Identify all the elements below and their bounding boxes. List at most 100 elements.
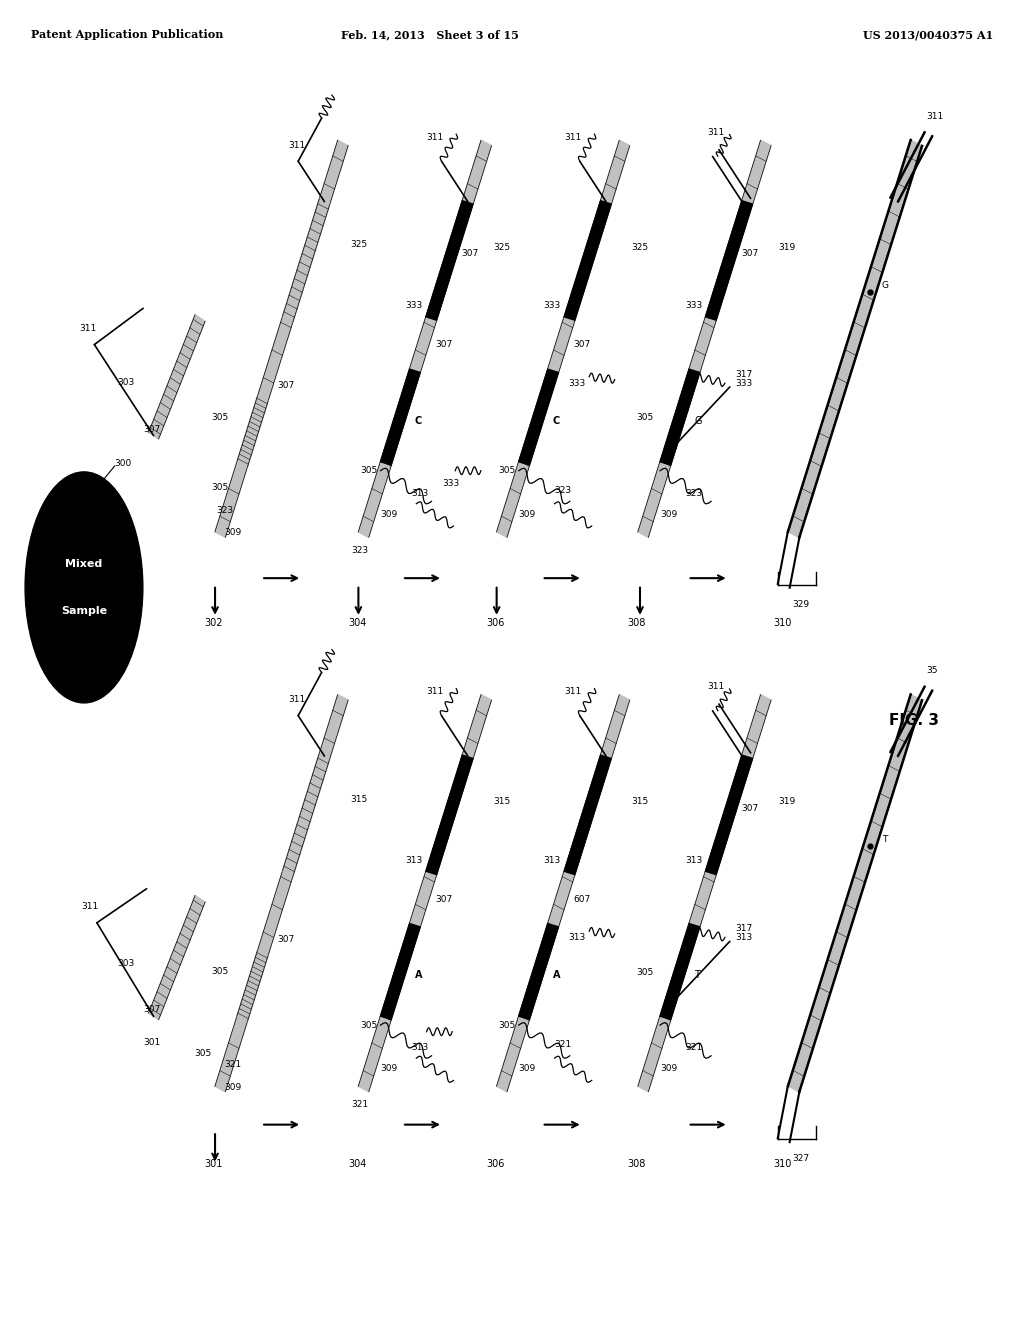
Text: 308: 308 bbox=[628, 1159, 646, 1170]
Text: 301: 301 bbox=[143, 1039, 161, 1047]
Text: T: T bbox=[694, 970, 700, 981]
Polygon shape bbox=[237, 396, 268, 467]
Text: 310: 310 bbox=[773, 618, 792, 628]
Text: 306: 306 bbox=[486, 1159, 505, 1170]
Text: 309: 309 bbox=[519, 1064, 536, 1073]
Text: Sample: Sample bbox=[60, 606, 108, 616]
Text: 333: 333 bbox=[442, 479, 459, 488]
Text: Patent Application Publication: Patent Application Publication bbox=[31, 29, 223, 40]
Text: 325: 325 bbox=[350, 240, 368, 249]
Text: 304: 304 bbox=[348, 618, 367, 628]
Text: 305: 305 bbox=[637, 413, 653, 422]
Polygon shape bbox=[148, 314, 205, 438]
Text: 313: 313 bbox=[406, 855, 423, 865]
Text: T: T bbox=[882, 836, 888, 843]
Polygon shape bbox=[497, 140, 630, 537]
Text: 305: 305 bbox=[195, 1049, 212, 1059]
Text: 303: 303 bbox=[118, 960, 135, 968]
Text: 311: 311 bbox=[564, 133, 582, 143]
Polygon shape bbox=[283, 199, 330, 322]
Text: 325: 325 bbox=[632, 243, 649, 252]
Text: 321: 321 bbox=[686, 1043, 702, 1052]
Polygon shape bbox=[497, 694, 630, 1092]
Text: 300: 300 bbox=[115, 459, 132, 467]
Text: 309: 309 bbox=[660, 1064, 677, 1073]
Polygon shape bbox=[237, 950, 268, 1022]
Text: 315: 315 bbox=[494, 797, 511, 807]
Text: 311: 311 bbox=[288, 696, 305, 705]
Text: 304: 304 bbox=[348, 1159, 367, 1170]
Text: C: C bbox=[553, 416, 560, 426]
Polygon shape bbox=[358, 140, 492, 537]
Text: 311: 311 bbox=[708, 682, 725, 692]
Text: 307: 307 bbox=[741, 804, 759, 813]
Text: 333: 333 bbox=[568, 379, 586, 388]
Text: 315: 315 bbox=[350, 795, 368, 804]
Text: 301: 301 bbox=[205, 1159, 223, 1170]
Text: Feb. 14, 2013   Sheet 3 of 15: Feb. 14, 2013 Sheet 3 of 15 bbox=[341, 29, 519, 40]
Polygon shape bbox=[358, 694, 492, 1092]
Text: 321: 321 bbox=[555, 1040, 571, 1049]
Text: 307: 307 bbox=[435, 341, 453, 350]
Text: 311: 311 bbox=[426, 133, 443, 143]
Text: 309: 309 bbox=[381, 510, 397, 519]
Text: 307: 307 bbox=[143, 1006, 161, 1014]
Text: 305: 305 bbox=[212, 968, 228, 975]
Text: 325: 325 bbox=[494, 243, 511, 252]
Polygon shape bbox=[788, 694, 922, 1092]
Text: 311: 311 bbox=[79, 325, 96, 333]
Text: 313: 313 bbox=[544, 855, 561, 865]
Text: 317: 317 bbox=[735, 924, 752, 933]
Text: 319: 319 bbox=[778, 797, 796, 807]
Polygon shape bbox=[638, 694, 771, 1092]
Text: 313: 313 bbox=[412, 1043, 428, 1052]
Text: 315: 315 bbox=[632, 797, 649, 807]
Text: 323: 323 bbox=[351, 546, 369, 554]
Text: Mixed: Mixed bbox=[66, 558, 102, 569]
Text: 311: 311 bbox=[564, 688, 582, 697]
Text: 333: 333 bbox=[735, 379, 753, 388]
Text: 310: 310 bbox=[773, 1159, 792, 1170]
Text: 309: 309 bbox=[381, 1064, 397, 1073]
Text: 305: 305 bbox=[637, 968, 653, 977]
Text: 306: 306 bbox=[486, 618, 505, 628]
Text: 305: 305 bbox=[360, 1020, 377, 1030]
Text: 311: 311 bbox=[82, 903, 98, 911]
Text: 309: 309 bbox=[224, 528, 241, 537]
Text: G: G bbox=[694, 416, 701, 426]
Text: C: C bbox=[415, 416, 422, 426]
Text: 319: 319 bbox=[778, 243, 796, 252]
Text: 323: 323 bbox=[217, 506, 233, 515]
Text: US 2013/0040375 A1: US 2013/0040375 A1 bbox=[863, 29, 993, 40]
Text: 311: 311 bbox=[426, 688, 443, 697]
Text: 309: 309 bbox=[660, 510, 677, 519]
Text: 323: 323 bbox=[686, 488, 702, 498]
Text: 307: 307 bbox=[143, 425, 161, 433]
Text: 333: 333 bbox=[685, 301, 702, 310]
Text: 308: 308 bbox=[628, 618, 646, 628]
Text: 313: 313 bbox=[412, 488, 428, 498]
Polygon shape bbox=[788, 140, 922, 537]
Text: 307: 307 bbox=[278, 935, 295, 944]
Text: 305: 305 bbox=[499, 1020, 515, 1030]
Text: 309: 309 bbox=[519, 510, 536, 519]
Text: 327: 327 bbox=[793, 1155, 809, 1163]
Polygon shape bbox=[148, 895, 205, 1019]
Text: 307: 307 bbox=[573, 341, 591, 350]
Text: 305: 305 bbox=[360, 466, 377, 475]
Text: 321: 321 bbox=[224, 1060, 241, 1069]
Text: A: A bbox=[553, 970, 560, 981]
Text: 311: 311 bbox=[708, 128, 725, 137]
Text: 307: 307 bbox=[278, 380, 295, 389]
Text: 35: 35 bbox=[927, 667, 938, 676]
Text: 323: 323 bbox=[555, 486, 571, 495]
Text: 302: 302 bbox=[205, 618, 223, 628]
Text: 313: 313 bbox=[685, 855, 702, 865]
Ellipse shape bbox=[25, 471, 143, 702]
Text: 303: 303 bbox=[118, 379, 135, 387]
Text: 317: 317 bbox=[735, 370, 752, 379]
Text: 313: 313 bbox=[735, 933, 753, 942]
Polygon shape bbox=[283, 754, 330, 876]
Text: 311: 311 bbox=[288, 141, 305, 150]
Text: 307: 307 bbox=[462, 249, 479, 259]
